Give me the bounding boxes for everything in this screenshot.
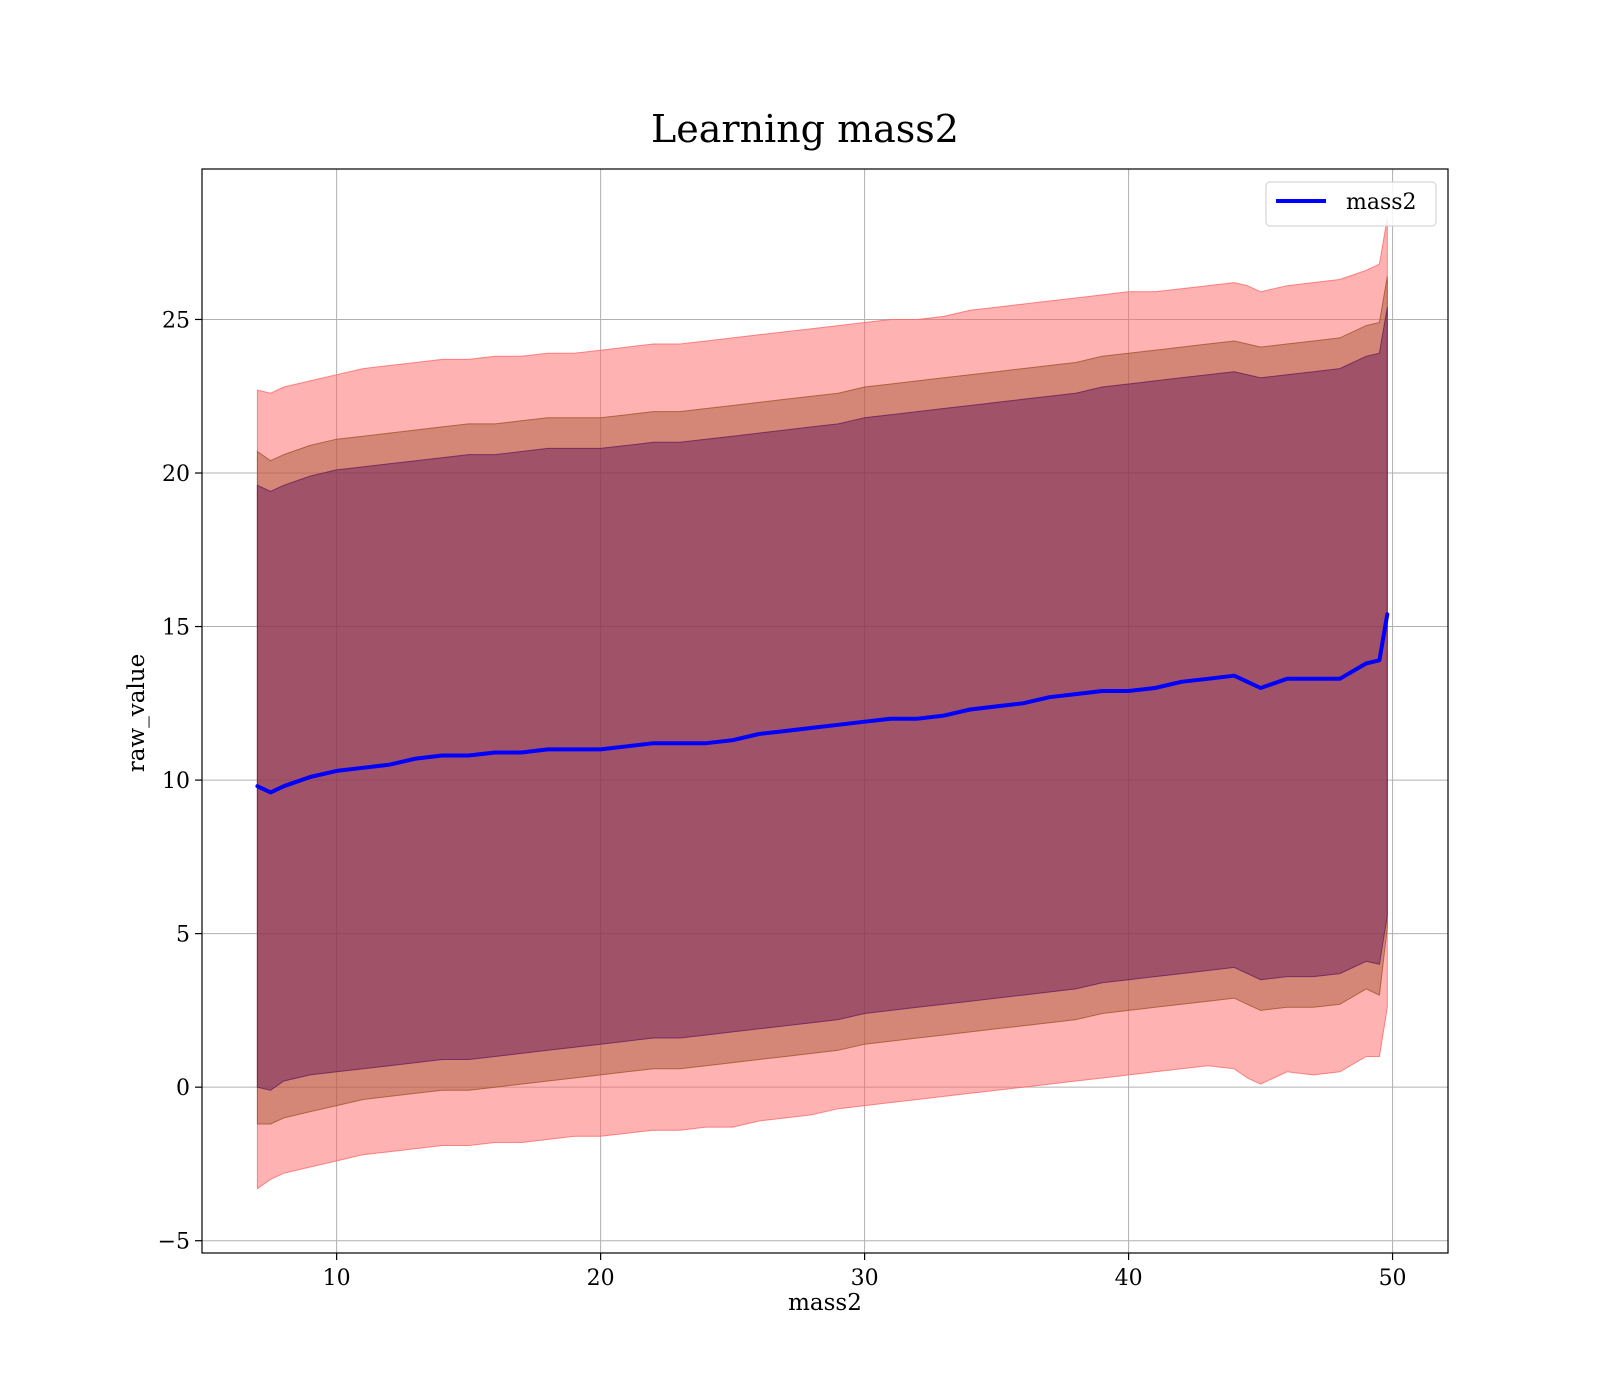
uncertainty-bands: [256, 218, 1388, 1190]
y-tick-label: 10: [162, 769, 190, 794]
chart-title: Learning mass2: [651, 107, 959, 151]
x-tick-label: 30: [851, 1266, 879, 1291]
x-axis-label: mass2: [788, 1290, 862, 1316]
plot-frame: [201, 168, 1449, 1254]
y-tick-label: 5: [176, 923, 190, 948]
x-tick-label: 20: [587, 1266, 615, 1291]
legend: mass2: [1265, 181, 1437, 227]
band-inner: [256, 307, 1388, 1091]
x-tick-label: 50: [1379, 1266, 1407, 1291]
y-tick-label: −5: [158, 1230, 190, 1255]
y-tick-label: 25: [162, 308, 190, 333]
x-tick-label: 40: [1115, 1266, 1143, 1291]
x-tick-label: 10: [323, 1266, 351, 1291]
y-tick-label: 0: [176, 1076, 190, 1101]
legend-label-mass2: mass2: [1346, 190, 1417, 215]
series-lines: [255, 612, 1390, 795]
legend-box: [1265, 181, 1437, 227]
y-tick-label: 15: [162, 616, 190, 641]
y-tick-label: 20: [162, 462, 190, 487]
axes: 10 20 30 40 50 −5 0 5 10 15 20 25: [158, 308, 1407, 1291]
series-line-mass2: [255, 612, 1390, 795]
y-axis-label: raw_value: [124, 654, 150, 772]
